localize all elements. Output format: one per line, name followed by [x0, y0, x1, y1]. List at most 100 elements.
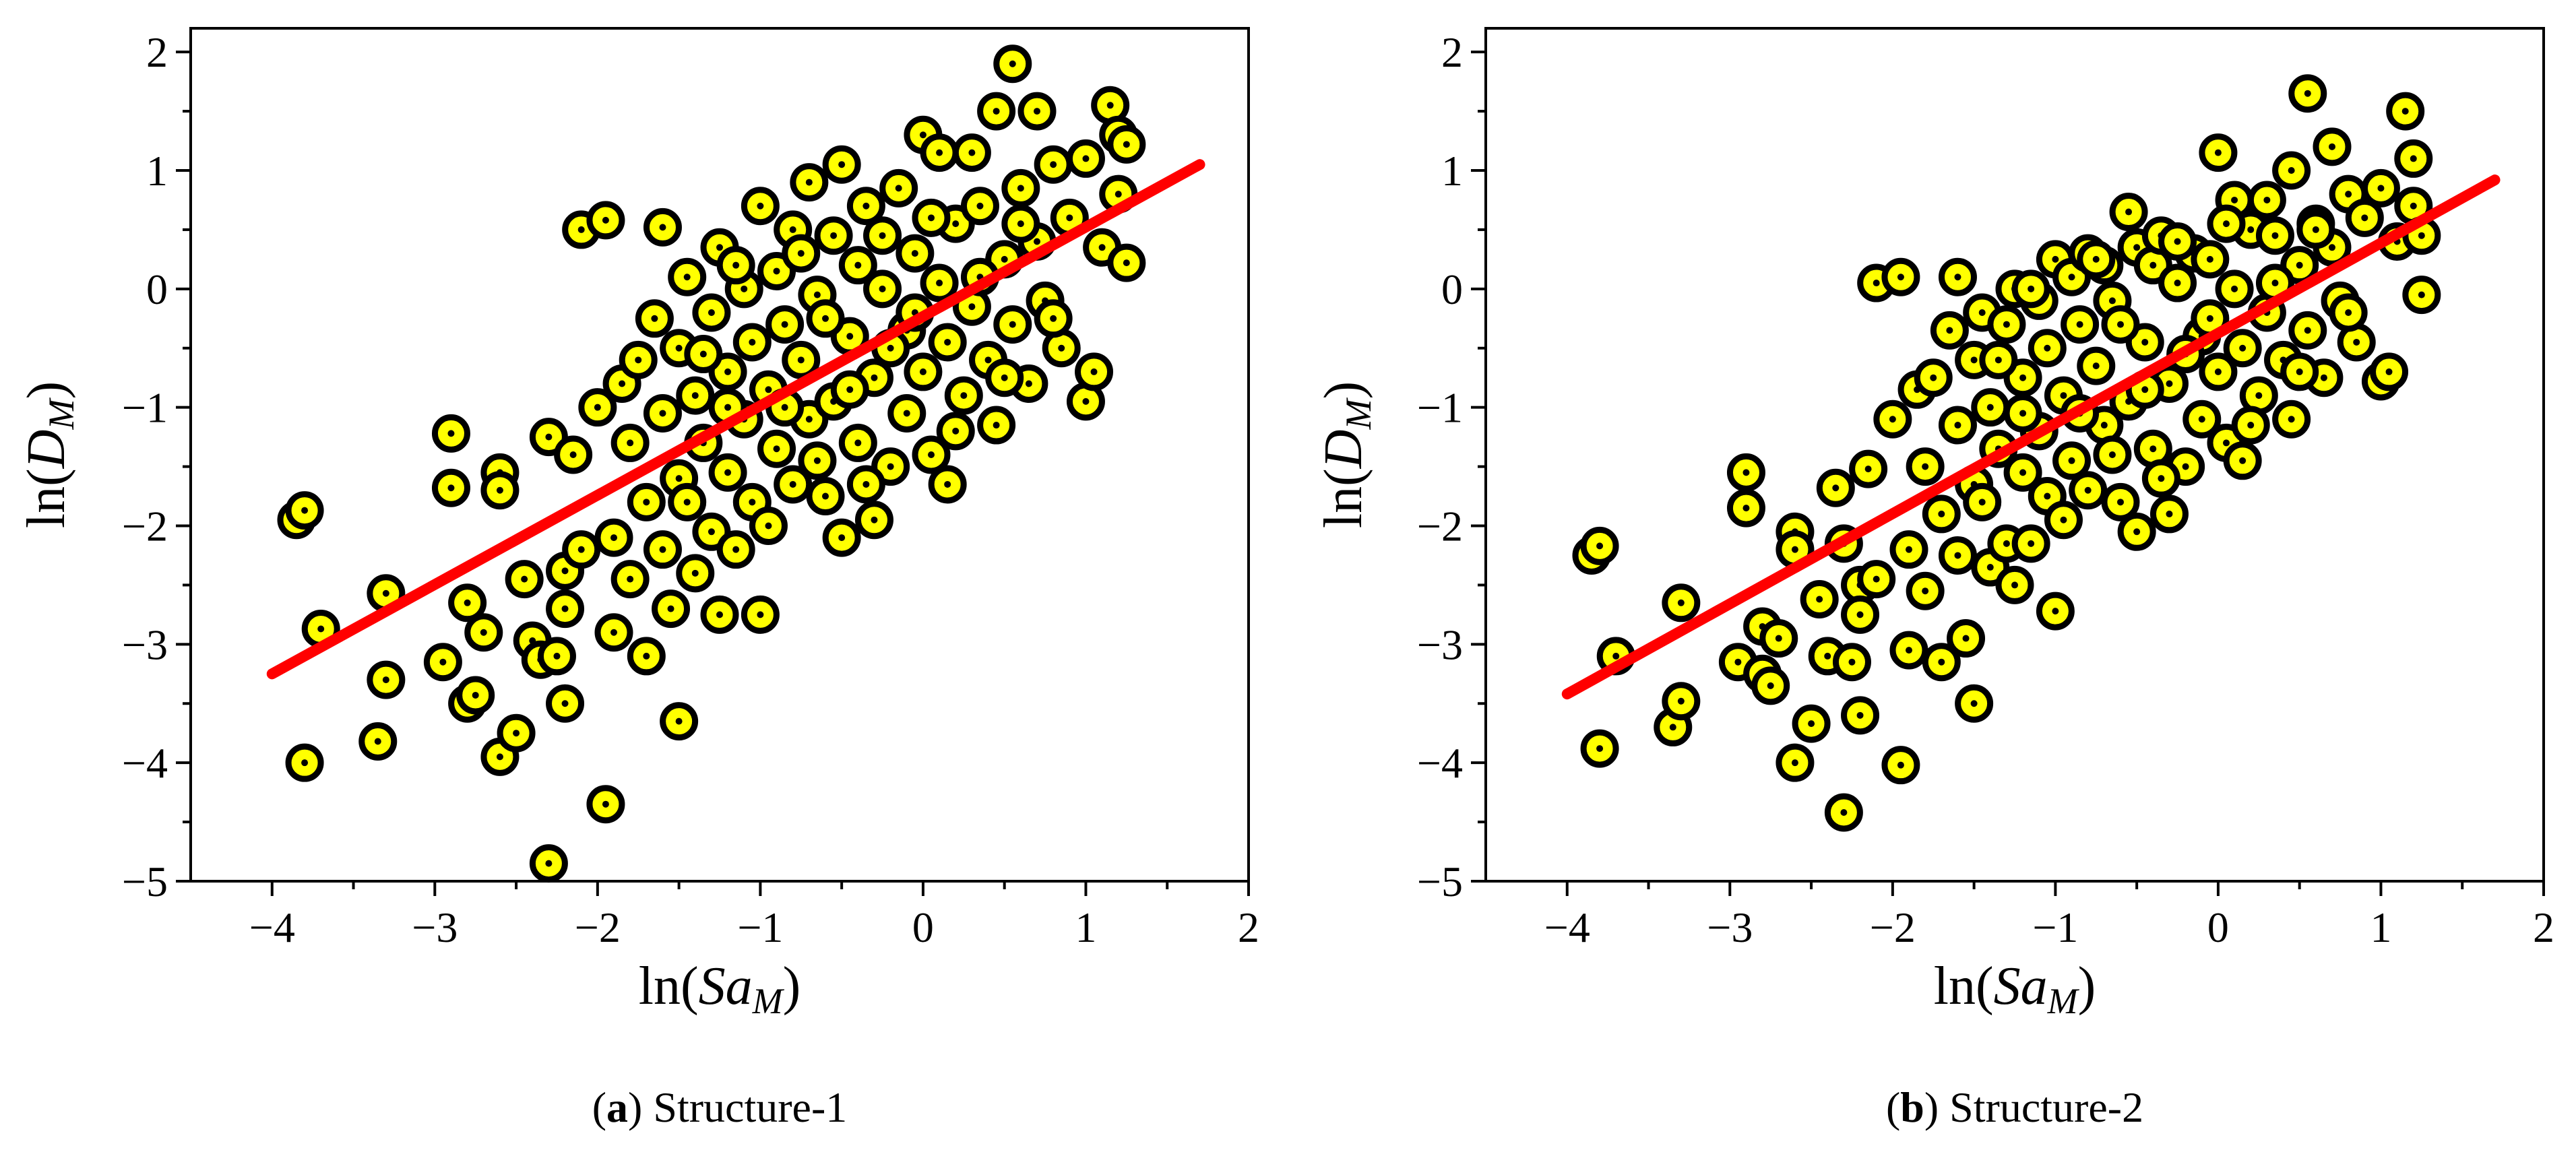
data-point-b [2158, 263, 2197, 302]
data-point-a [643, 207, 682, 247]
data-point-a [497, 713, 536, 753]
x-tick-label-a: 1 [1075, 903, 1096, 951]
data-point-a [456, 676, 495, 715]
data-point-a [627, 637, 666, 676]
data-point-b [1881, 257, 1920, 296]
data-point-b [1889, 530, 1928, 569]
data-point-a [912, 435, 951, 474]
data-point-a [912, 198, 951, 237]
data-point-a [652, 589, 691, 629]
data-point-a [594, 613, 633, 652]
data-point-a [1017, 92, 1057, 131]
y-tick-label-b: −2 [1417, 503, 1463, 550]
data-point-b [2061, 305, 2100, 344]
data-point-b [2402, 276, 2441, 315]
data-point-a [732, 323, 772, 362]
data-point-a [529, 844, 568, 883]
data-point-b [2199, 133, 2238, 172]
data-point-a [692, 293, 731, 332]
data-point-a [774, 465, 813, 504]
data-point-b [2101, 482, 2140, 521]
data-point-a [936, 412, 975, 451]
data-point-b [2093, 435, 2132, 474]
data-point-b [2272, 151, 2311, 190]
y-tick-label-b: −3 [1417, 620, 1463, 668]
data-point-b [2231, 406, 2270, 445]
data-point-a [676, 376, 715, 415]
data-point-a [554, 435, 593, 474]
data-point-a [708, 453, 747, 492]
data-point-a [928, 465, 967, 504]
data-point-a [358, 722, 398, 761]
data-point-a [741, 595, 780, 634]
data-point-b [2386, 92, 2425, 131]
data-point-a [1001, 168, 1040, 207]
data-point-a [782, 234, 821, 273]
data-point-a [716, 246, 755, 285]
y-tick-label-b: 2 [1441, 28, 1463, 76]
data-point-a [537, 637, 576, 676]
x-tick-label-b: −4 [1544, 903, 1590, 951]
data-point-b [1751, 666, 1790, 705]
y-tick-label-b: −5 [1417, 858, 1463, 905]
data-point-a [716, 530, 755, 569]
data-point-a [920, 263, 959, 302]
data-point-b [1938, 406, 1977, 445]
data-point-b [2394, 187, 2433, 226]
data-point-a [610, 560, 650, 599]
data-point-a [676, 554, 715, 593]
data-point-b [1922, 494, 1961, 534]
data-point-a [798, 441, 837, 480]
data-point-b [1995, 565, 2034, 604]
data-point-a [863, 269, 902, 309]
y-tick-label-a: 0 [146, 265, 168, 313]
data-point-b [2223, 441, 2262, 480]
data-point-a [546, 589, 585, 629]
data-point-b [2109, 193, 2148, 232]
data-point-a [660, 702, 699, 741]
data-point-b [1922, 643, 1961, 682]
data-point-a [431, 468, 470, 507]
data-point-b [2077, 346, 2116, 385]
x-tick-label-a: −1 [737, 903, 783, 951]
data-point-a [741, 187, 780, 226]
data-point-b [1873, 400, 1912, 439]
x-axis-label-b: ln(SaM) [1934, 957, 2096, 1021]
data-point-b [2036, 592, 2075, 631]
y-tick-label-a: 2 [146, 28, 168, 76]
y-axis-label-a: ln(DM) [17, 381, 82, 528]
data-point-b [2345, 198, 2384, 237]
data-point-a [285, 743, 324, 782]
x-axis-label-a: ln(SaM) [639, 957, 801, 1021]
data-point-b [2223, 329, 2262, 368]
data-point-b [1979, 340, 2018, 379]
data-point-a [431, 414, 470, 453]
x-tick-label-b: 2 [2533, 903, 2554, 951]
data-point-b [1800, 580, 1839, 619]
data-point-b [2149, 494, 2189, 534]
data-point-b [2003, 453, 2042, 492]
data-point-b [2255, 216, 2294, 255]
data-point-a [977, 406, 1016, 445]
data-point-b [2394, 139, 2433, 178]
data-point-a [830, 370, 869, 409]
data-point-a [367, 660, 406, 699]
x-tick-label-a: −3 [412, 903, 458, 951]
data-point-b [2191, 240, 2230, 279]
x-tick-label-b: 0 [2207, 903, 2229, 951]
data-point-b [2296, 210, 2335, 249]
data-point-a [1066, 139, 1105, 178]
data-point-a [1034, 299, 1073, 338]
data-point-a [854, 501, 893, 540]
data-point-a [814, 216, 853, 255]
x-tick-label-b: 1 [2370, 903, 2391, 951]
data-point-b [2077, 240, 2116, 279]
x-tick-label-a: 2 [1238, 903, 1259, 951]
data-point-b [1792, 704, 1831, 743]
data-point-b [1841, 696, 1880, 735]
data-point-a [952, 133, 991, 172]
data-point-a [806, 299, 845, 338]
data-point-a [1107, 125, 1146, 164]
data-point-b [1816, 468, 1855, 507]
data-point-b [1662, 682, 1701, 721]
